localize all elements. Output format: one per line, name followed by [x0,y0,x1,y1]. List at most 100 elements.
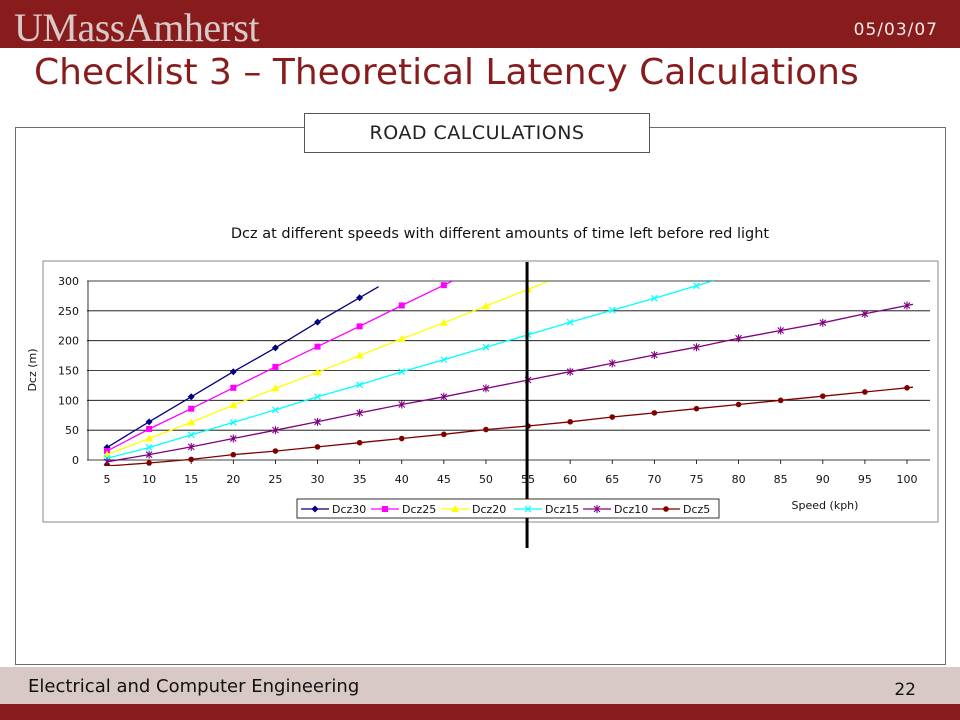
data-point-dcz10 [903,301,911,310]
data-point-dcz5 [567,419,573,425]
series-line-dcz10 [106,303,913,463]
data-point-dcz5 [104,463,110,466]
data-point-dcz20 [145,434,154,442]
legend-marker-dcz25 [382,506,388,512]
series-line-dcz5 [106,386,913,466]
data-point-dcz20 [397,334,406,342]
data-point-dcz10 [187,442,195,451]
data-point-dcz15 [314,393,321,401]
data-point-dcz5 [441,431,447,438]
data-point-dcz20 [439,318,448,326]
header-bar [0,0,960,48]
data-point-dcz15 [566,318,574,326]
data-point-dcz5 [862,389,868,395]
x-tick-label: 75 [689,473,703,486]
x-tick-label: 15 [184,473,198,486]
x-tick-label: 85 [774,473,788,486]
data-point-dcz5 [735,401,742,408]
chart-legend [296,498,720,519]
data-point-dcz25 [230,384,237,391]
x-tick-label: 30 [311,473,325,486]
data-point-dcz25 [188,405,195,412]
x-tick-label: 80 [732,473,746,486]
slide-title: Checklist 3 – Theoretical Latency Calcul… [34,52,859,93]
legend-label-dcz5: Dcz5 [683,503,710,516]
data-point-dcz10 [608,359,616,368]
x-tick-label: 25 [268,473,282,486]
page-number: 22 [894,680,916,700]
data-point-dcz15 [356,381,364,389]
x-tick-label: 65 [605,473,619,486]
legend-label-dcz25: Dcz25 [402,503,436,516]
data-point-dcz10 [356,408,364,417]
legend-label-dcz10: Dcz10 [614,503,648,516]
data-point-dcz20 [229,401,238,409]
university-logo: UMassAmherst [14,5,260,50]
data-point-dcz15 [271,406,279,414]
x-tick-label: 20 [226,473,240,486]
data-point-dcz10 [861,309,869,318]
data-point-dcz5 [314,444,321,450]
legend-label-dcz20: Dcz20 [472,503,506,516]
footer-bar [0,704,960,720]
series-line-dcz25 [106,281,454,452]
legend-marker-dcz20 [451,505,459,512]
x-tick-label: 50 [479,473,493,486]
data-point-dcz5 [188,456,195,463]
data-point-dcz20 [187,418,196,426]
y-tick-label: 50 [65,424,79,437]
data-point-dcz15 [650,294,658,302]
data-point-dcz10 [398,400,406,409]
y-tick-label: 200 [58,335,79,348]
x-tick-label: 45 [437,473,451,486]
data-point-dcz5 [483,426,489,433]
section-tab: ROAD CALCULATIONS [304,113,650,153]
y-tick-label: 0 [72,454,79,467]
data-point-dcz10 [314,417,321,426]
y-tick-label: 300 [58,275,79,288]
legend-marker-dcz10 [593,505,601,513]
data-point-dcz5 [693,405,700,412]
x-tick-label: 100 [897,473,918,486]
data-point-dcz5 [146,460,152,466]
data-point-dcz5 [609,414,616,420]
x-tick-label: 90 [816,473,830,486]
data-point-dcz5 [777,397,784,404]
data-point-dcz10 [229,434,237,443]
data-point-dcz25 [440,282,447,289]
data-point-dcz30 [145,418,153,426]
data-point-dcz15 [229,418,237,426]
data-point-dcz25 [272,363,279,370]
series-line-dcz15 [106,281,715,459]
x-tick-label: 60 [563,473,577,486]
legend-label-dcz15: Dcz15 [545,503,579,516]
data-point-dcz25 [314,343,321,350]
y-tick-label: 250 [58,305,79,318]
data-point-dcz15 [693,282,700,290]
content-panel [15,127,946,665]
chart-title: Dcz at different speeds with different a… [231,226,770,242]
data-point-dcz30 [229,368,237,376]
data-point-dcz20 [355,351,364,359]
legend-marker-dcz15 [524,505,532,513]
x-tick-label: 35 [353,473,367,486]
data-point-dcz20 [271,384,280,392]
slide-date: 05/03/07 [853,20,938,40]
legend-label-dcz30: Dcz30 [332,503,366,516]
y-tick-label: 150 [58,365,79,378]
x-tick-label: 5 [104,473,111,486]
y-tick-label: 100 [58,394,79,407]
y-axis-label: Dcz (m) [26,348,39,391]
data-point-dcz15 [398,368,406,376]
data-point-dcz5 [904,385,910,391]
x-axis-label: Speed (kph) [792,499,859,512]
x-tick-label: 70 [647,473,661,486]
footer-band [0,667,960,704]
data-point-dcz10 [272,426,279,435]
data-point-dcz10 [777,326,785,335]
x-tick-label: 40 [395,473,409,486]
data-point-dcz10 [482,384,490,393]
data-point-dcz10 [650,350,658,359]
footer-department: Electrical and Computer Engineering [28,676,360,697]
